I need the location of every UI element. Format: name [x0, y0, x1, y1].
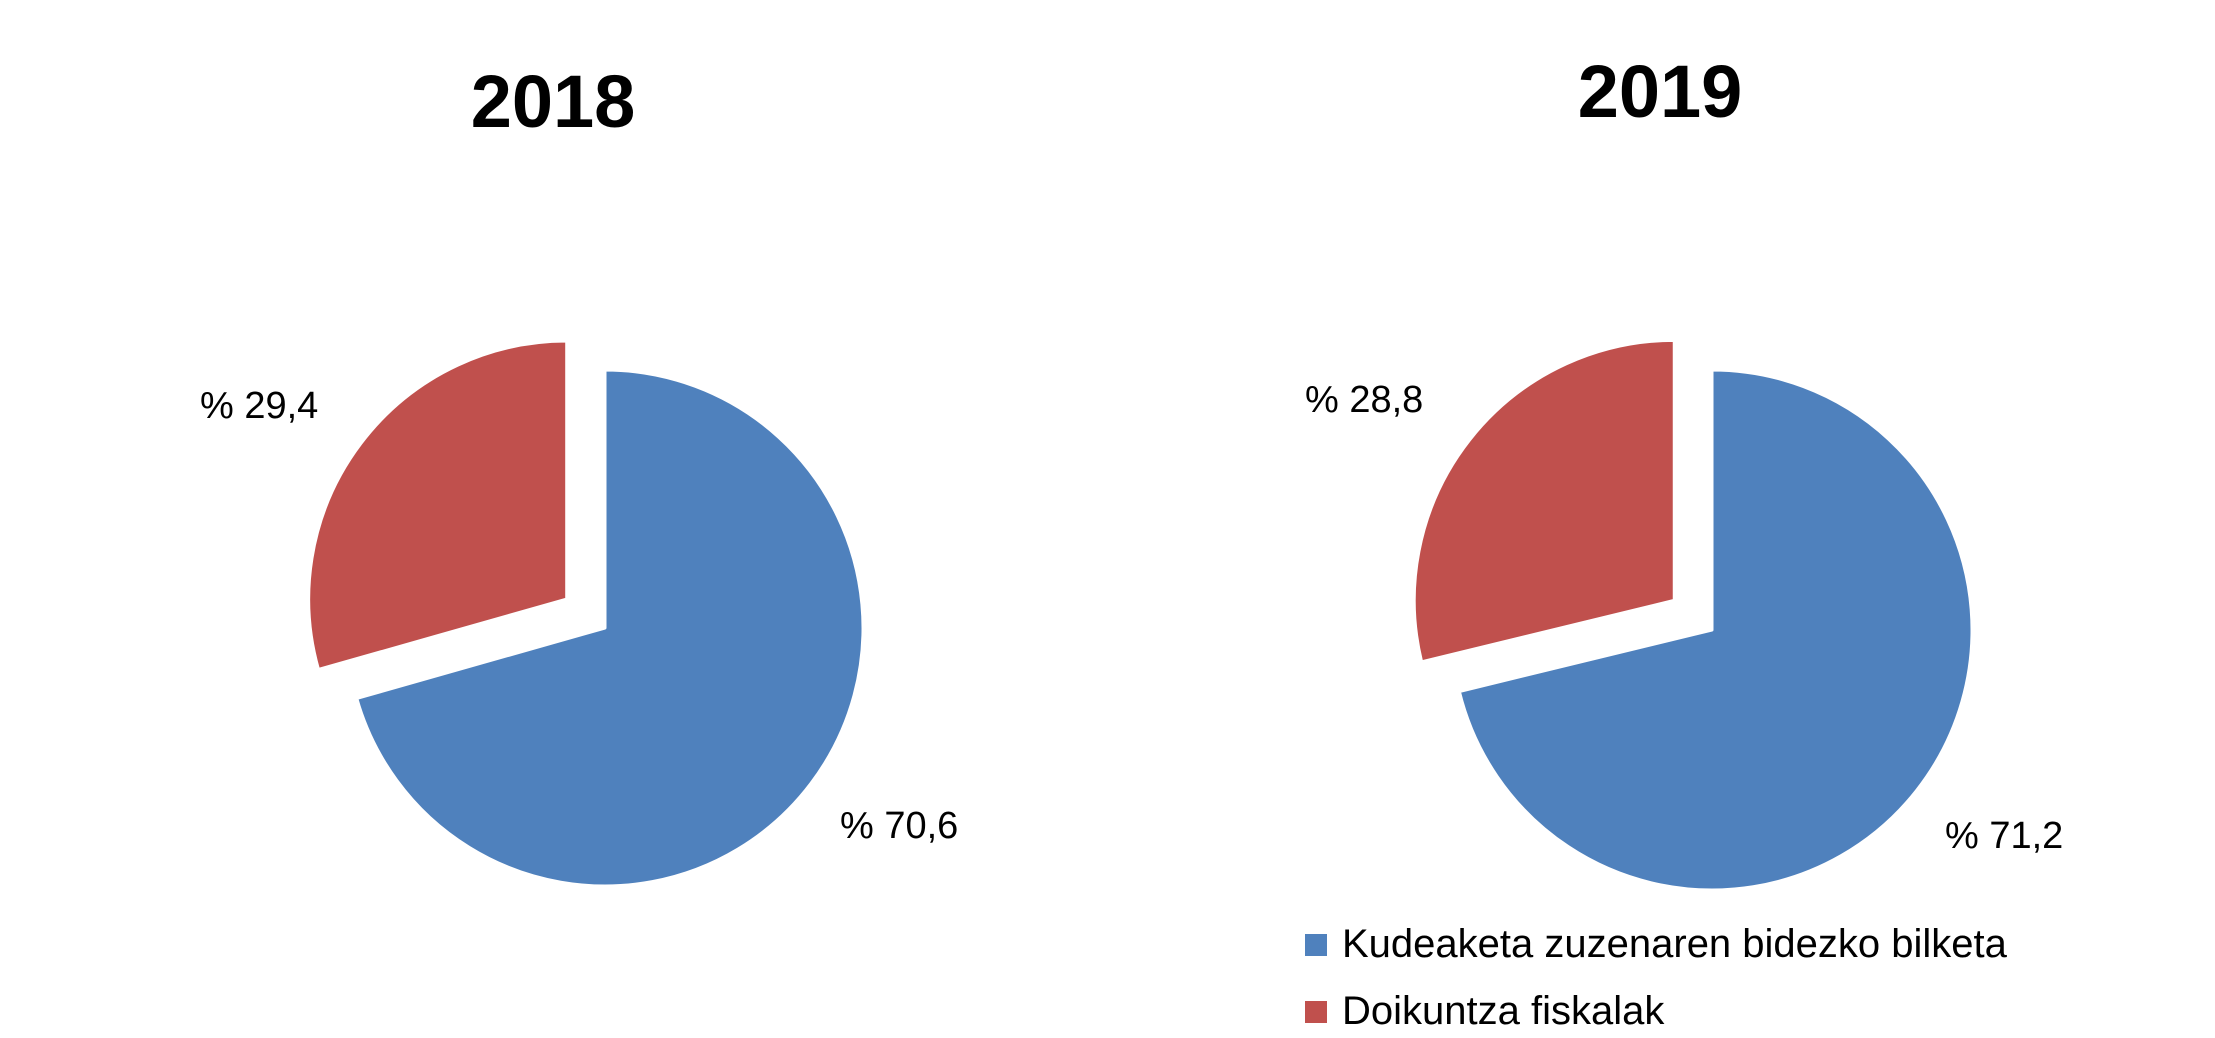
pie-chart-2019: 2019 % 71,2 % 28,8 [1305, 50, 2063, 892]
legend-label: Kudeaketa zuzenaren bidezko bilketa [1342, 922, 2008, 966]
pie-slice-secondary [1412, 338, 1676, 664]
pie-slices [307, 339, 865, 888]
pie-slice-main [1457, 368, 1974, 892]
data-label-secondary: % 29,4 [200, 385, 318, 427]
chart-title: 2019 [1578, 50, 1743, 133]
data-label-secondary: % 28,8 [1305, 379, 1423, 421]
legend: Kudeaketa zuzenaren bidezko bilketa Doik… [1305, 922, 2008, 1033]
pie-slice-main [355, 368, 865, 888]
pie-slices [1412, 338, 1974, 892]
pie-chart-2018: 2018 % 70,6 % 29,4 [200, 60, 958, 888]
chart-title: 2018 [471, 60, 636, 143]
data-label-main: % 71,2 [1945, 815, 2063, 857]
legend-label: Doikuntza fiskalak [1342, 989, 1665, 1033]
pie-slice-secondary [307, 339, 569, 671]
data-label-main: % 70,6 [840, 805, 958, 847]
legend-swatch [1305, 1001, 1327, 1023]
legend-swatch [1305, 934, 1327, 956]
